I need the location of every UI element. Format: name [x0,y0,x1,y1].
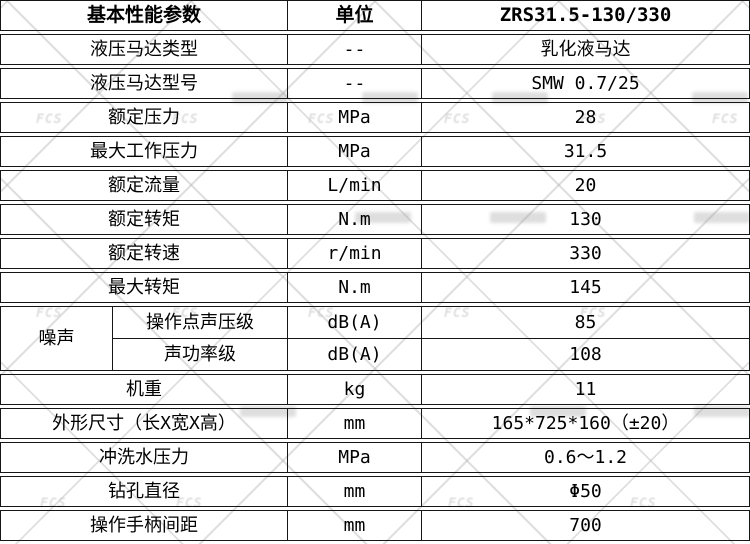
table-row: 液压马达型号 -- SMW 0.7/25 [0,68,750,99]
param-label: 液压马达类型 [90,38,198,60]
param-label: 额定流量 [108,174,180,196]
table-row: 额定流量 L/min 20 [0,170,750,201]
unit-cell: dB(A) [287,339,422,370]
unit-cell: dB(A) [287,307,422,338]
watermark-logo: FCS [36,112,63,127]
table-row: 液压马达类型 -- 乳化液马达 [0,34,750,65]
watermark-logo: FCS [448,496,475,511]
unit-cell: MPa [287,137,422,166]
value-cell: 31.5 [563,140,608,162]
unit-cell: L/min [287,171,422,200]
watermark-logo: FCS [172,112,199,127]
header-row: 基本性能参数 单位 ZRS31.5-130/330 [0,0,750,31]
value-cell: 20 [574,174,597,196]
watermark-logo: FCS [444,306,471,321]
header-unit: 单位 [287,1,422,30]
value-cell: 145 [569,276,602,298]
watermark-smudge [232,92,288,103]
unit-cell: N.m [287,205,422,234]
table-row: 外形尺寸（长X宽X高） mm 165*725*160（±20） [0,408,750,439]
table-row: 钻孔直径 mm Φ50 [0,476,750,507]
unit-cell: mm [287,477,422,506]
watermark-smudge [694,406,750,417]
value-cell: 108 [569,343,602,365]
value-cell: 28 [574,106,597,128]
watermark-logo: FCS [40,496,67,511]
watermark-smudge [530,406,586,417]
watermark-smudge [240,406,296,417]
header-model: ZRS31.5-130/330 [499,4,672,26]
noise-group-label: 噪声 [1,307,113,370]
table-row: 最大转矩 N.m 145 [0,272,750,303]
unit-cell: r/min [287,239,422,268]
value-cell: SMW 0.7/25 [531,72,640,94]
param-label: 外形尺寸（长X宽X高） [52,412,236,434]
table-row: 额定转速 r/min 330 [0,238,750,269]
value-cell: Φ50 [569,480,602,502]
unit-cell: kg [287,375,422,404]
watermark-smudge [490,212,546,223]
value-cell: 85 [574,311,597,333]
watermark-logo: FCS [712,112,739,127]
unit-cell: MPa [287,103,422,132]
table-row: 操作手柄间距 mm 700 [0,510,750,541]
watermark-logo: FCS [36,306,63,321]
param-label: 机重 [126,378,162,400]
value-cell: 330 [569,242,602,264]
watermark-logo: FCS [630,496,657,511]
param-label: 额定压力 [108,106,180,128]
value-cell: 165*725*160（±20） [491,412,680,434]
watermark-smudge [692,92,748,103]
value-cell: 0.6～1.2 [543,446,628,468]
table-row: 冲洗水压力 MPa 0.6～1.2 [0,442,750,473]
table-row: 声功率级 dB(A) 108 [113,338,749,370]
unit-cell: mm [287,409,422,438]
param-label: 额定转速 [108,242,180,264]
table-row: 最大工作压力 MPa 31.5 [0,136,750,167]
param-label: 声功率级 [164,343,236,365]
value-cell: 130 [569,208,602,230]
unit-cell: mm [287,511,422,540]
param-label: 最大工作压力 [90,140,198,162]
table-row: 操作点声压级 dB(A) 85 [113,307,749,338]
param-label: 冲洗水压力 [99,446,189,468]
watermark-smudge [492,92,548,103]
table-row: 额定转矩 N.m 130 [0,204,750,235]
table-row: 额定压力 MPa 28 [0,102,750,133]
unit-cell: -- [287,69,422,98]
param-label: 操作点声压级 [146,311,254,333]
param-label: 最大转矩 [108,276,180,298]
param-label: 液压马达型号 [90,72,198,94]
unit-cell: -- [287,35,422,64]
watermark-smudge [355,212,411,223]
watermark-logo: FCS [176,496,203,511]
noise-group-body: 操作点声压级 dB(A) 85 声功率级 dB(A) 108 [113,307,749,370]
value-cell: 乳化液马达 [540,38,631,60]
value-cell: 700 [569,514,602,536]
watermark-logo: FCS [444,112,471,127]
header-param: 基本性能参数 [86,4,201,26]
watermark-logo: FCS [172,306,199,321]
watermark-smudge [362,92,418,103]
unit-cell: MPa [287,443,422,472]
watermark-logo: FCS [308,306,335,321]
watermark-smudge [694,212,750,223]
unit-cell: N.m [287,273,422,302]
watermark-logo: FCS [308,112,335,127]
table-row: 机重 kg 11 [0,374,750,405]
watermark-logo: FCS [580,112,607,127]
param-label: 钻孔直径 [108,480,180,502]
param-label: 额定转矩 [108,208,180,230]
watermark-logo: FCS [580,306,607,321]
param-label: 操作手柄间距 [90,514,198,536]
value-cell: 11 [574,378,597,400]
noise-group-row: 噪声 操作点声压级 dB(A) 85 声功率级 dB(A) 108 [0,306,750,371]
